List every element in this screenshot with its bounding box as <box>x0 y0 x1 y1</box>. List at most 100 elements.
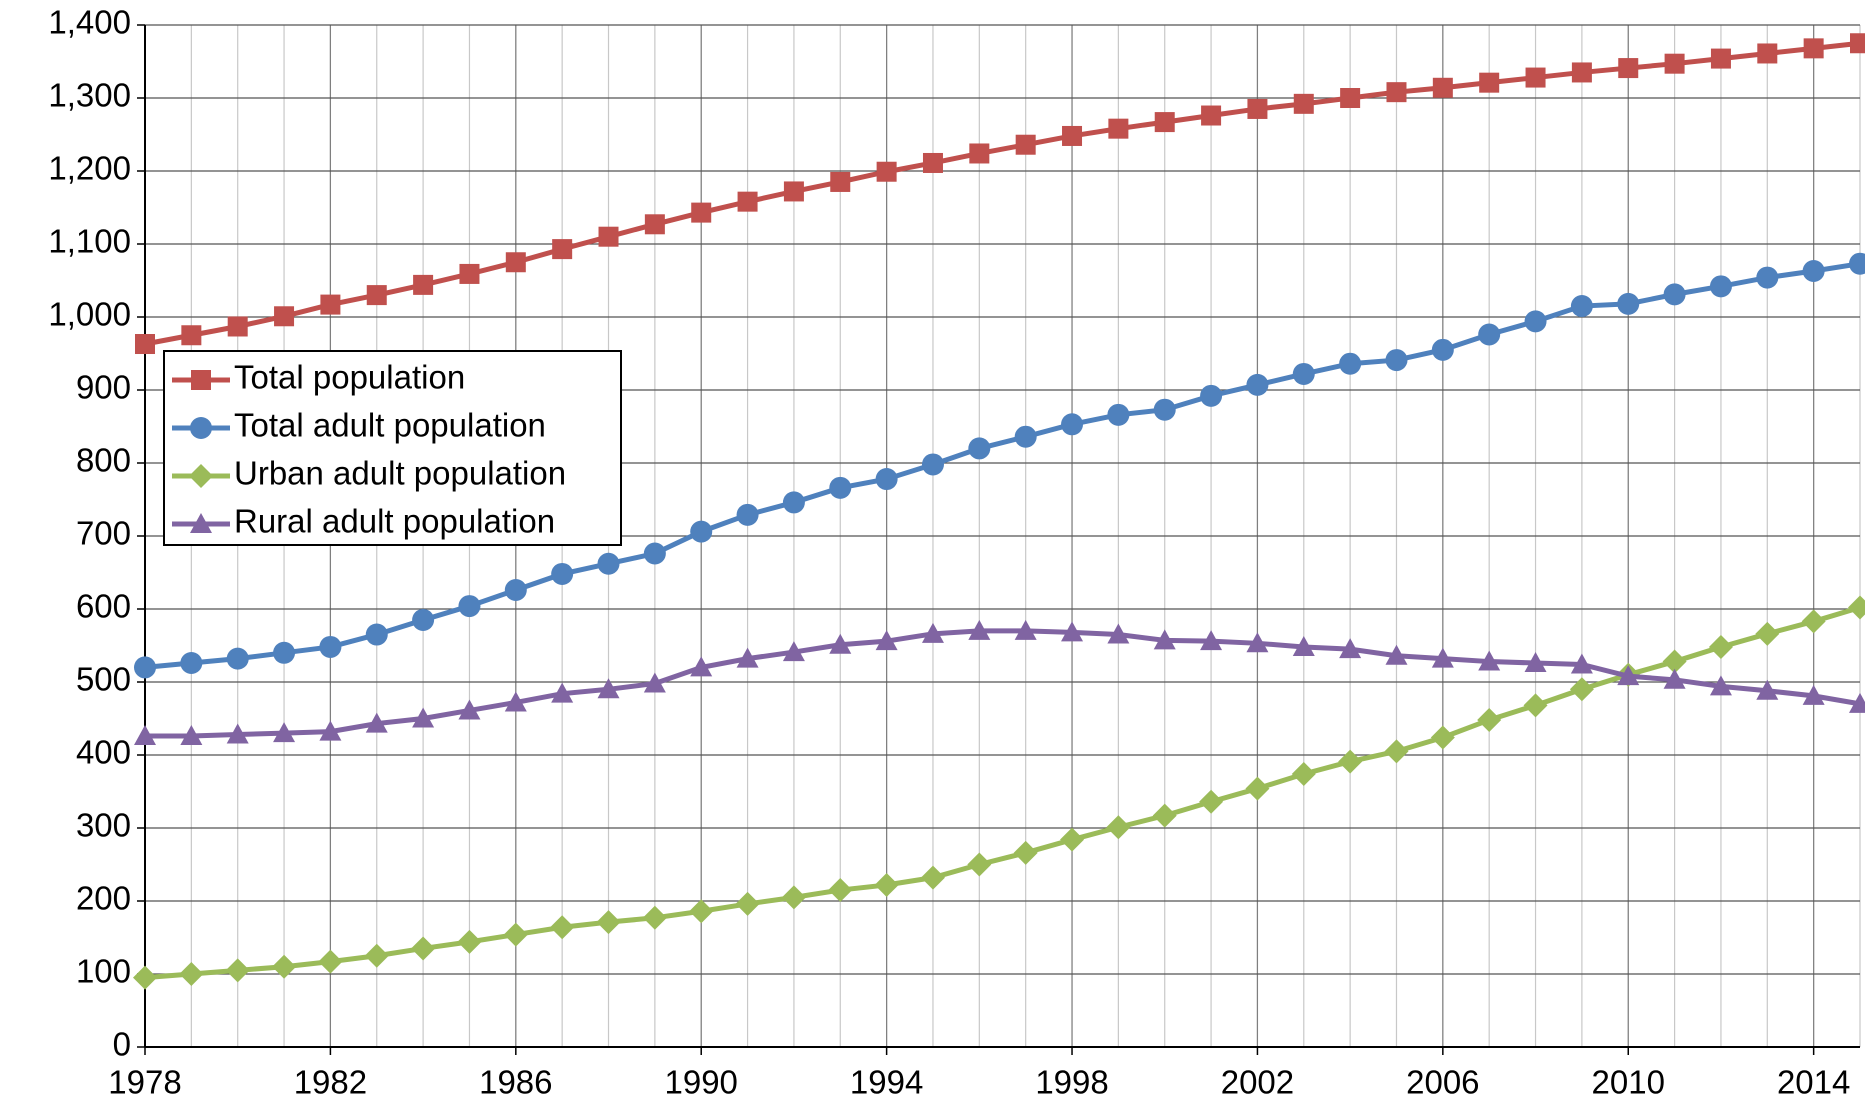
marker <box>1524 310 1547 333</box>
marker <box>1801 609 1826 634</box>
marker <box>1569 677 1594 702</box>
marker <box>690 520 713 543</box>
marker <box>1201 105 1222 126</box>
marker <box>1247 98 1268 119</box>
marker <box>318 949 343 974</box>
marker <box>1757 43 1778 64</box>
y-tick-label: 1,000 <box>48 296 131 333</box>
marker <box>505 252 526 273</box>
marker <box>1014 619 1037 640</box>
series-line <box>145 628 1861 739</box>
marker <box>459 263 480 284</box>
marker <box>190 513 212 533</box>
marker <box>874 872 899 897</box>
y-tick-label: 0 <box>113 1026 131 1063</box>
marker <box>737 191 758 212</box>
y-tick-label: 100 <box>76 953 131 990</box>
marker <box>1292 635 1315 656</box>
marker <box>782 641 805 662</box>
marker <box>1153 398 1176 421</box>
marker <box>1430 725 1455 750</box>
marker <box>876 161 897 182</box>
marker <box>1292 362 1315 385</box>
marker <box>320 294 341 315</box>
marker <box>319 635 342 658</box>
marker <box>1013 840 1038 865</box>
marker <box>1708 634 1733 659</box>
marker <box>830 171 851 192</box>
marker <box>1848 595 1865 620</box>
marker <box>920 865 945 890</box>
legend-box <box>163 350 622 546</box>
marker <box>736 647 759 668</box>
x-tick-label: 1990 <box>665 1064 738 1101</box>
marker <box>225 958 250 983</box>
legend-label: Total population <box>234 359 465 396</box>
marker <box>181 325 202 346</box>
marker <box>1617 665 1640 686</box>
marker <box>968 437 991 460</box>
marker <box>1850 33 1865 54</box>
marker <box>458 699 481 720</box>
marker <box>643 542 666 565</box>
y-tick-label: 200 <box>76 880 131 917</box>
marker <box>922 152 943 173</box>
marker <box>1386 82 1407 103</box>
marker <box>1154 112 1175 133</box>
marker <box>1849 692 1865 713</box>
marker <box>921 622 944 643</box>
marker <box>921 453 944 476</box>
marker <box>412 608 435 631</box>
marker <box>191 370 211 390</box>
marker <box>689 899 714 924</box>
marker <box>1709 275 1732 298</box>
x-tick-label: 2002 <box>1221 1064 1294 1101</box>
marker <box>179 962 204 986</box>
marker <box>190 417 212 439</box>
marker <box>1062 125 1083 146</box>
marker <box>1478 650 1501 671</box>
marker <box>1479 72 1500 93</box>
marker <box>1662 649 1687 674</box>
marker <box>1432 77 1453 98</box>
marker <box>457 929 482 954</box>
marker <box>1060 827 1085 852</box>
marker <box>1385 644 1408 665</box>
marker <box>1524 652 1547 673</box>
marker <box>366 285 387 306</box>
marker <box>1664 53 1685 74</box>
marker <box>1107 403 1130 426</box>
marker <box>1338 749 1363 774</box>
marker <box>551 562 574 585</box>
marker <box>691 202 712 223</box>
marker <box>597 552 620 575</box>
marker <box>781 885 806 910</box>
legend-label: Rural adult population <box>234 503 555 540</box>
y-tick-label: 600 <box>76 588 131 625</box>
legend-label: Total adult population <box>234 407 546 444</box>
y-tick-label: 800 <box>76 442 131 479</box>
marker <box>1617 292 1640 315</box>
marker <box>1710 48 1731 69</box>
marker <box>1523 693 1548 718</box>
marker <box>1802 260 1825 283</box>
marker <box>411 936 436 961</box>
marker <box>1340 88 1361 108</box>
marker <box>1339 352 1362 375</box>
marker <box>969 143 990 164</box>
marker <box>643 672 666 693</box>
y-tick-label: 1,400 <box>48 4 131 41</box>
marker <box>596 910 621 935</box>
marker <box>598 226 619 247</box>
marker <box>690 656 713 677</box>
marker <box>180 652 203 675</box>
marker <box>133 965 157 990</box>
marker <box>782 491 805 514</box>
x-tick-label: 2014 <box>1777 1064 1850 1101</box>
marker <box>829 476 852 499</box>
marker <box>1200 630 1223 651</box>
marker <box>550 915 575 940</box>
marker <box>1431 647 1454 668</box>
marker <box>413 274 434 295</box>
marker <box>783 181 804 202</box>
